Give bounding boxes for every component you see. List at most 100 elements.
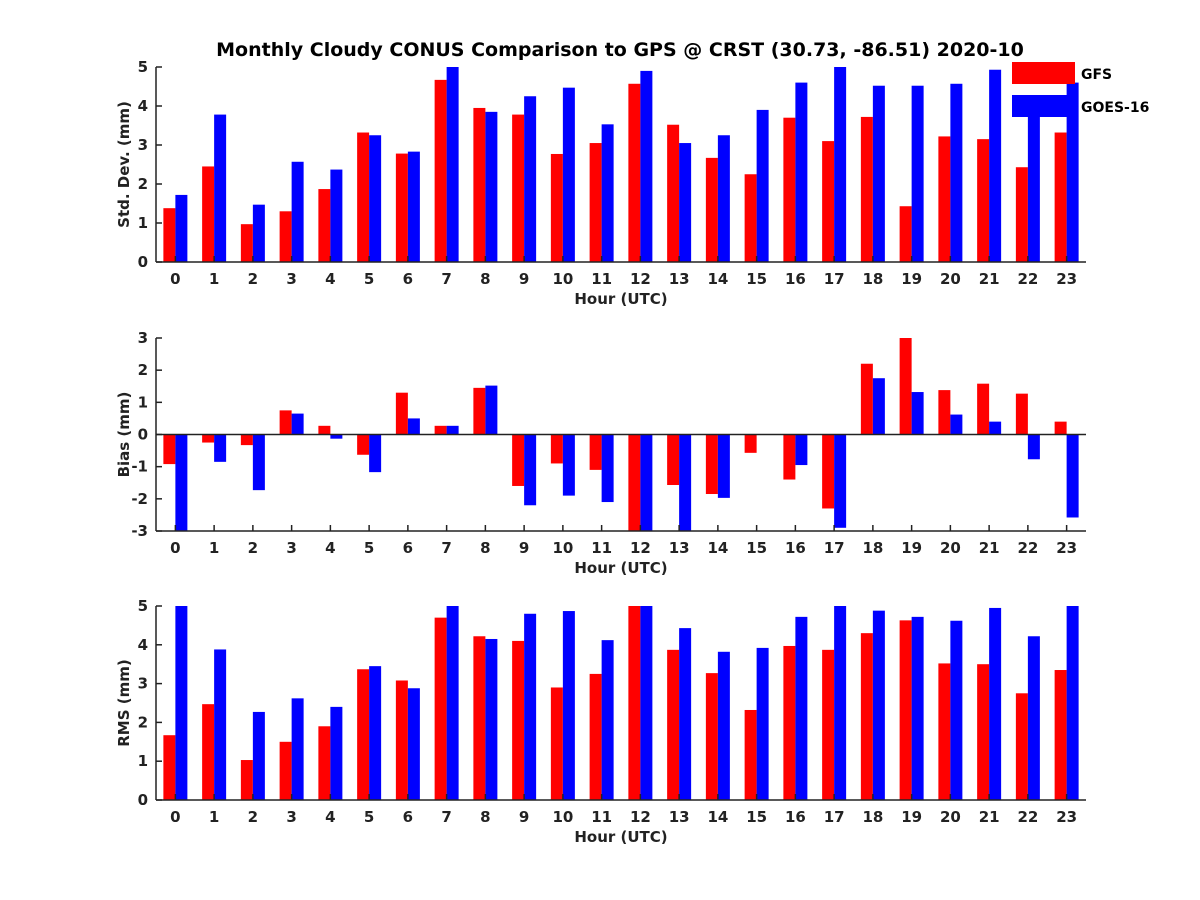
bar-gfs-0 (163, 208, 176, 262)
bar-gfs-14 (705, 434, 718, 495)
bar-goes-16-16 (795, 434, 808, 466)
y-tick-label: 3 (138, 136, 148, 154)
bar-gfs-1 (202, 704, 215, 800)
bar-goes-16-11 (601, 124, 614, 262)
y-tick-label: 5 (138, 597, 148, 615)
bar-gfs-10 (550, 153, 563, 262)
bar-goes-16-6 (407, 688, 420, 800)
bar-goes-16-21 (989, 607, 1002, 800)
x-tick-label: 15 (746, 539, 767, 557)
bar-goes-16-3 (291, 413, 304, 435)
bar-goes-16-13 (679, 434, 692, 531)
bar-goes-16-8 (485, 385, 498, 435)
bar-gfs-15 (744, 174, 757, 262)
bar-gfs-2 (240, 760, 253, 800)
bar-goes-16-15 (756, 109, 769, 263)
bar-goes-16-4 (330, 434, 343, 439)
bar-goes-16-6 (407, 151, 420, 262)
x-tick-label: 13 (669, 539, 690, 557)
bar-gfs-19 (899, 338, 912, 435)
y-tick-label: 0 (138, 791, 148, 809)
x-tick-label: 6 (403, 270, 413, 288)
bar-goes-16-22 (1027, 434, 1040, 460)
bar-goes-16-23 (1066, 82, 1079, 262)
y-axis-label: RMS (mm) (115, 659, 133, 746)
x-tick-label: 21 (979, 808, 1000, 826)
legend-swatch-goes-16 (1012, 95, 1075, 117)
x-tick-label: 19 (901, 808, 922, 826)
x-tick-label: 23 (1056, 539, 1077, 557)
y-tick-label: 4 (138, 97, 148, 115)
bar-gfs-22 (1015, 167, 1028, 262)
bar-goes-16-2 (252, 711, 265, 800)
bar-gfs-16 (783, 645, 796, 800)
x-tick-label: 22 (1017, 808, 1038, 826)
x-tick-label: 10 (552, 808, 573, 826)
x-axis-label: Hour (UTC) (574, 290, 667, 308)
x-tick-label: 12 (630, 808, 651, 826)
bar-gfs-19 (899, 206, 912, 262)
x-tick-label: 18 (862, 270, 883, 288)
bar-goes-16-21 (989, 69, 1002, 262)
bar-goes-16-4 (330, 169, 343, 262)
bar-gfs-10 (550, 434, 563, 464)
bar-gfs-9 (512, 434, 525, 486)
x-tick-label: 19 (901, 539, 922, 557)
x-axis-label: Hour (UTC) (574, 559, 667, 577)
y-tick-label: 4 (138, 636, 148, 654)
x-tick-label: 2 (248, 539, 258, 557)
bar-goes-16-18 (872, 378, 885, 435)
y-tick-label: -3 (131, 522, 148, 540)
x-tick-label: 18 (862, 808, 883, 826)
bar-goes-16-11 (601, 640, 614, 800)
bar-gfs-7 (434, 617, 447, 800)
bar-goes-16-7 (446, 606, 459, 800)
y-tick-label: 5 (138, 58, 148, 76)
bar-goes-16-6 (407, 418, 420, 435)
y-tick-label: 1 (138, 214, 148, 232)
bar-goes-16-8 (485, 111, 498, 262)
x-tick-label: 0 (170, 808, 180, 826)
bar-gfs-7 (434, 79, 447, 263)
x-tick-label: 3 (286, 539, 296, 557)
bar-gfs-17 (822, 141, 835, 262)
x-tick-label: 17 (824, 270, 845, 288)
x-tick-label: 8 (480, 539, 490, 557)
y-tick-label: 1 (138, 393, 148, 411)
bar-goes-16-0 (175, 434, 188, 531)
bar-goes-16-17 (834, 67, 847, 262)
x-tick-label: 5 (364, 539, 374, 557)
y-tick-label: 2 (138, 713, 148, 731)
y-axis-label: Std. Dev. (mm) (115, 101, 133, 228)
bar-goes-16-1 (214, 649, 227, 800)
bar-gfs-14 (705, 157, 718, 262)
bar-gfs-6 (395, 392, 408, 435)
x-tick-label: 5 (364, 808, 374, 826)
bar-goes-16-21 (989, 421, 1002, 435)
bar-gfs-15 (744, 709, 757, 800)
bar-goes-16-15 (756, 647, 769, 800)
bar-goes-16-13 (679, 628, 692, 800)
bar-gfs-3 (279, 211, 292, 262)
bar-gfs-5 (357, 669, 370, 800)
x-tick-label: 11 (591, 270, 612, 288)
x-axis-label: Hour (UTC) (574, 828, 667, 846)
bar-goes-16-12 (640, 434, 653, 531)
x-tick-label: 4 (325, 539, 335, 557)
x-tick-label: 5 (364, 270, 374, 288)
bar-gfs-2 (240, 434, 253, 446)
x-tick-label: 17 (824, 808, 845, 826)
x-tick-label: 7 (441, 539, 451, 557)
bar-goes-16-5 (369, 135, 382, 262)
bar-gfs-12 (628, 434, 641, 531)
x-tick-label: 11 (591, 808, 612, 826)
x-tick-label: 23 (1056, 270, 1077, 288)
bar-gfs-18 (860, 633, 873, 800)
bar-gfs-4 (318, 726, 331, 800)
bar-goes-16-10 (562, 611, 575, 800)
x-tick-label: 16 (785, 539, 806, 557)
bar-gfs-20 (938, 390, 951, 435)
bar-gfs-5 (357, 434, 370, 455)
bar-goes-16-3 (291, 161, 304, 262)
